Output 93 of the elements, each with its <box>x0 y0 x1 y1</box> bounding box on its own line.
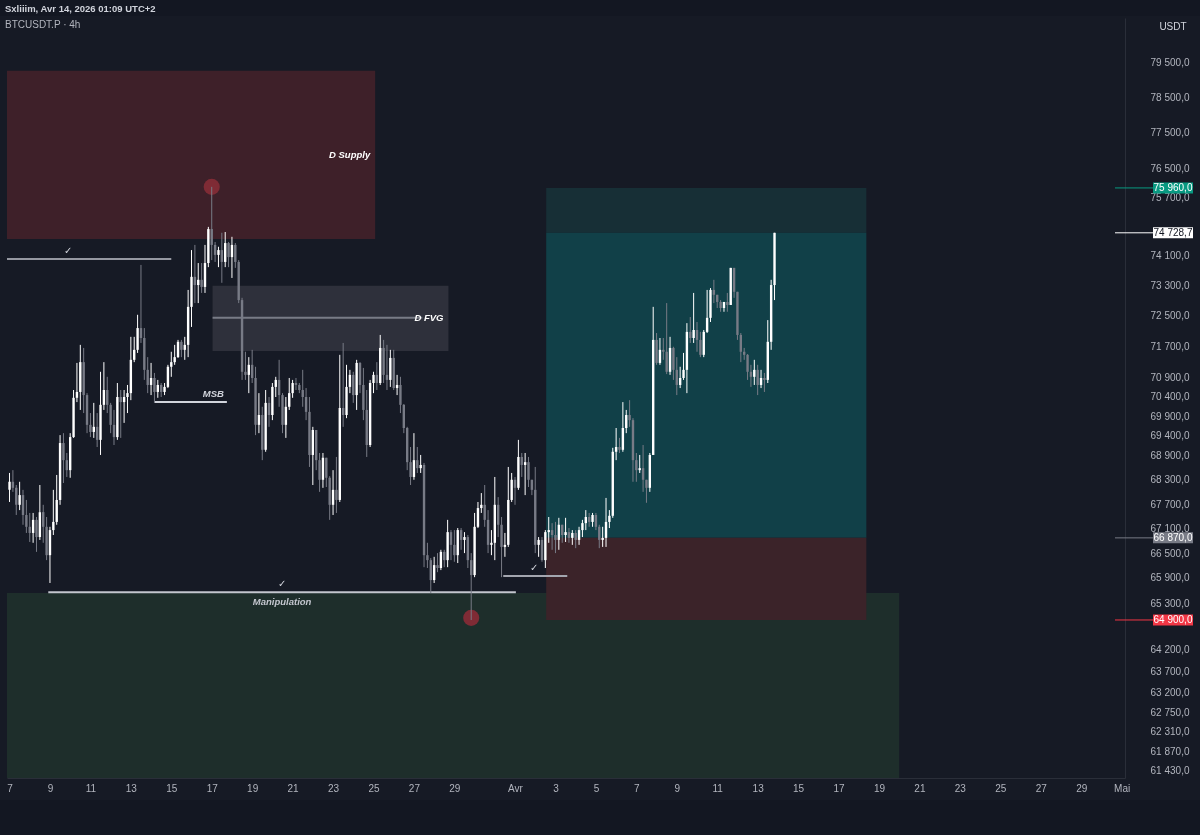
y-tick-label: 69 400,0 <box>1150 430 1190 442</box>
candlestick <box>35 516 38 553</box>
candlestick <box>8 472 11 503</box>
x-tick-label: 13 <box>752 782 765 794</box>
y-tick-label: 61 870,0 <box>1150 745 1190 757</box>
y-tick-label: 73 300,0 <box>1150 280 1190 292</box>
annotation: D FVG <box>414 311 445 323</box>
y-tick-label: 79 500,0 <box>1150 57 1190 69</box>
candlestick <box>463 531 466 554</box>
candlestick <box>655 332 658 366</box>
candlestick <box>200 262 203 294</box>
x-tick-label: 15 <box>166 782 178 794</box>
x-tick-label: 27 <box>1035 782 1048 794</box>
candlestick <box>389 349 392 388</box>
y-tick-label: 77 500,0 <box>1150 127 1190 139</box>
x-tick-label: 7 <box>7 782 14 794</box>
y-tick-label: 61 430,0 <box>1150 765 1190 777</box>
x-tick-label: 11 <box>712 782 724 794</box>
candlestick <box>335 456 338 514</box>
y-tick-label: 75 700,0 <box>1150 191 1190 203</box>
x-tick-label: 3 <box>553 782 560 794</box>
ref-line-label: 64 900,0 <box>1153 613 1193 625</box>
y-axis-title: USDT <box>1159 21 1187 32</box>
candlestick <box>153 372 156 404</box>
y-tick-label: 63 700,0 <box>1150 665 1190 677</box>
x-tick-label: 29 <box>1076 782 1088 794</box>
x-tick-label: 11 <box>85 782 97 794</box>
x-tick-label: 29 <box>449 782 461 794</box>
x-tick-label: 15 <box>793 782 805 794</box>
candlestick <box>537 536 540 558</box>
candlestick <box>554 521 557 554</box>
annotation: D Supply <box>329 148 371 160</box>
y-tick-label: 65 300,0 <box>1150 597 1190 609</box>
x-tick-label: 9 <box>47 782 54 794</box>
x-tick-label: 9 <box>674 782 681 794</box>
candlestick <box>763 372 766 393</box>
ref-line-label: 74 728,7 <box>1153 226 1193 238</box>
x-tick-label: 17 <box>206 782 219 794</box>
y-tick-label: 71 700,0 <box>1150 340 1190 352</box>
y-tick-label: 70 900,0 <box>1150 371 1190 383</box>
y-tick-label: 66 500,0 <box>1150 547 1190 559</box>
candlestick <box>217 246 220 268</box>
x-tick-label: 25 <box>995 782 1007 794</box>
y-tick-label: 64 200,0 <box>1150 644 1190 656</box>
y-tick-label: 68 900,0 <box>1150 450 1190 462</box>
candlestick <box>726 292 729 313</box>
text: Sxliiim, Avr 14, 2026 01:09 UTC+2 <box>5 3 156 14</box>
candlestick <box>318 452 321 493</box>
candlestick <box>692 292 695 344</box>
x-tick-label: 21 <box>914 782 926 794</box>
candlestick <box>227 241 230 268</box>
candlestick <box>756 364 759 396</box>
y-tick-label: 68 300,0 <box>1150 474 1190 486</box>
annotation: ✓ <box>63 244 72 256</box>
chart-title: BTCUSDT.P · 4h <box>5 19 81 30</box>
x-tick-label: Mai <box>1114 782 1131 794</box>
x-tick-label: 19 <box>247 782 259 794</box>
candlestick <box>665 302 668 375</box>
x-tick-label: 7 <box>634 782 641 794</box>
annotation: ✓ <box>529 561 538 573</box>
y-tick-label: 76 500,0 <box>1150 162 1190 174</box>
x-tick-label: 23 <box>327 782 340 794</box>
candlestick <box>18 481 21 511</box>
y-tick-label: 70 400,0 <box>1150 391 1190 403</box>
x-tick-label: 13 <box>125 782 138 794</box>
y-tick-label: 62 750,0 <box>1150 706 1190 718</box>
candlestick <box>574 529 577 549</box>
y-tick-label: 63 200,0 <box>1150 687 1190 699</box>
candlestick <box>564 517 567 543</box>
y-tick-label: 67 100,0 <box>1150 522 1190 534</box>
ref-line-label: 75 960,0 <box>1153 181 1193 193</box>
x-tick-label: 17 <box>833 782 846 794</box>
candlestick <box>436 552 439 573</box>
x-tick-label: 5 <box>593 782 600 794</box>
y-tick-label: 78 500,0 <box>1150 92 1190 104</box>
x-tick-label: 23 <box>954 782 967 794</box>
annotation: ✓ <box>277 578 286 590</box>
y-tick-label: 67 700,0 <box>1150 498 1190 510</box>
y-tick-label: 65 900,0 <box>1150 572 1190 584</box>
x-tick-label: 21 <box>287 782 300 794</box>
y-tick-label: 72 500,0 <box>1150 310 1190 322</box>
x-tick-label: 25 <box>368 782 380 794</box>
x-tick-label: 19 <box>873 782 886 794</box>
x-tick-label: 27 <box>408 782 421 794</box>
y-tick-label: 62 310,0 <box>1150 726 1190 738</box>
candlestick <box>453 529 456 563</box>
y-tick-label: 74 100,0 <box>1150 250 1190 262</box>
series-label: Manipulation <box>252 596 312 608</box>
candlestick <box>527 456 530 488</box>
y-tick-label: 69 900,0 <box>1150 410 1190 422</box>
candlestick <box>62 432 65 484</box>
x-tick-label: Avr <box>508 782 524 794</box>
series-label: MSB <box>202 388 225 400</box>
